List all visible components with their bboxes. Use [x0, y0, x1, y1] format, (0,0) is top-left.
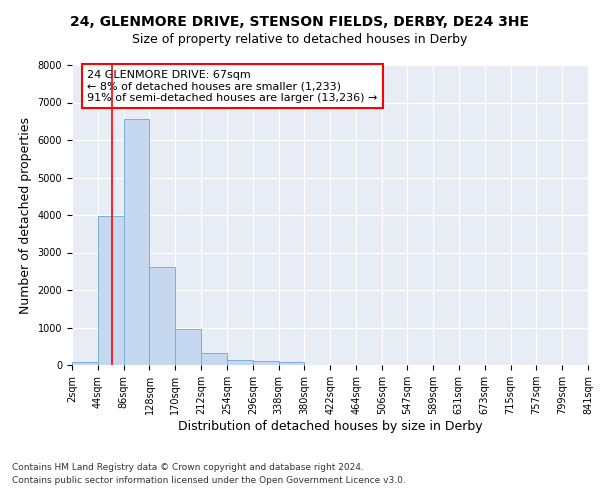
X-axis label: Distribution of detached houses by size in Derby: Distribution of detached houses by size …: [178, 420, 482, 433]
Bar: [278, 362, 304, 365]
Text: Size of property relative to detached houses in Derby: Size of property relative to detached ho…: [133, 32, 467, 46]
Bar: [98, 216, 124, 365]
Bar: [124, 120, 149, 365]
Y-axis label: Number of detached properties: Number of detached properties: [19, 116, 32, 314]
Bar: [227, 360, 253, 365]
Text: 24 GLENMORE DRIVE: 67sqm
← 8% of detached houses are smaller (1,233)
91% of semi: 24 GLENMORE DRIVE: 67sqm ← 8% of detache…: [88, 70, 378, 102]
Bar: [201, 354, 227, 365]
Text: Contains HM Land Registry data © Crown copyright and database right 2024.: Contains HM Land Registry data © Crown c…: [12, 464, 364, 472]
Bar: [149, 267, 175, 365]
Bar: [72, 362, 98, 365]
Text: 24, GLENMORE DRIVE, STENSON FIELDS, DERBY, DE24 3HE: 24, GLENMORE DRIVE, STENSON FIELDS, DERB…: [71, 15, 530, 29]
Bar: [175, 330, 201, 365]
Text: Contains public sector information licensed under the Open Government Licence v3: Contains public sector information licen…: [12, 476, 406, 485]
Bar: [253, 360, 278, 365]
